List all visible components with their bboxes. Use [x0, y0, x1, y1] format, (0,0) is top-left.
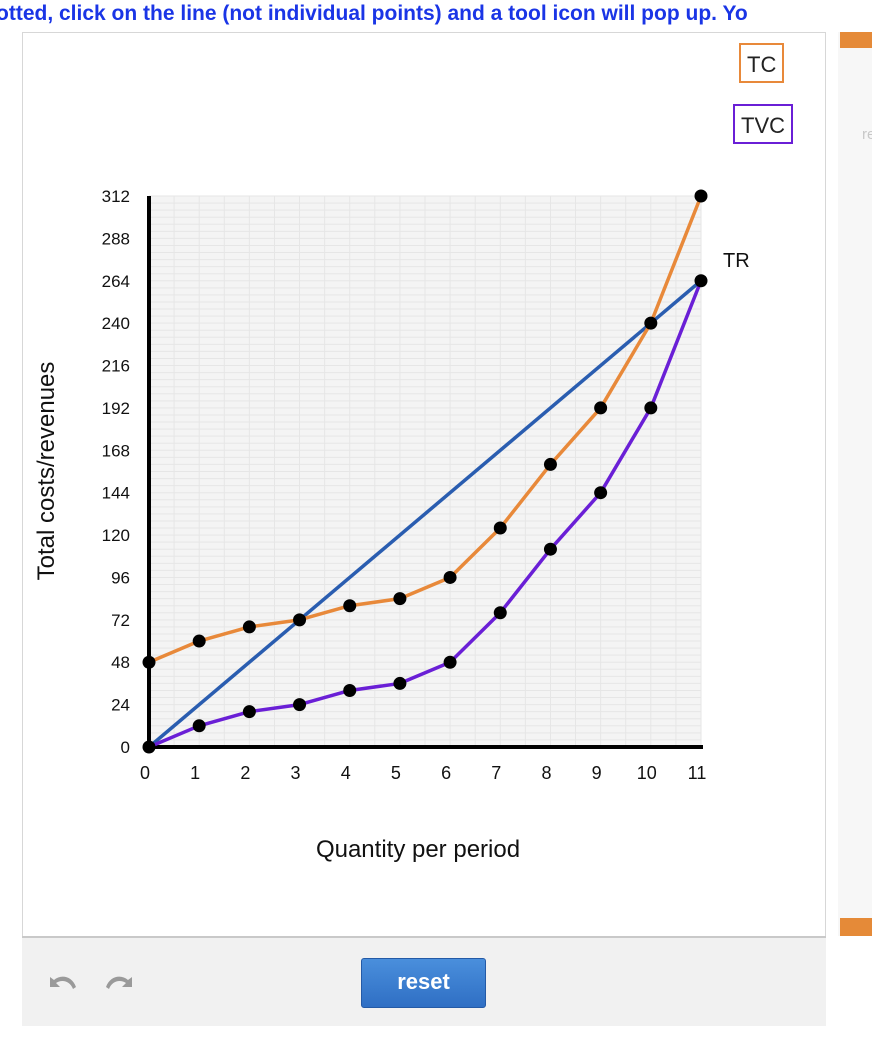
- x-tick-label: 7: [491, 763, 501, 783]
- point-tc[interactable]: [493, 521, 507, 535]
- point-tvc[interactable]: [293, 698, 307, 712]
- y-tick-label: 168: [102, 441, 130, 460]
- tc-tool-button[interactable]: TC: [739, 43, 785, 83]
- tvc-tool-button[interactable]: TVC: [733, 104, 793, 144]
- point-tc[interactable]: [192, 634, 206, 648]
- graph-panel: 0 1 2 3 4 5 6 7 8 9 10 11 0 24 48 72 96 120 144 168 192 216 24…: [22, 32, 826, 938]
- point-tvc[interactable]: [644, 401, 658, 415]
- x-tick-label: 2: [240, 763, 250, 783]
- point-tc[interactable]: [543, 457, 557, 471]
- side-panel-tab-top[interactable]: [840, 32, 872, 48]
- y-tick-label: 96: [111, 568, 130, 587]
- point-tc[interactable]: [644, 316, 658, 330]
- x-tick-label: 9: [592, 763, 602, 783]
- point-tvc[interactable]: [393, 676, 407, 690]
- point-tvc[interactable]: [242, 705, 256, 719]
- point-tvc[interactable]: [142, 740, 156, 754]
- x-tick-label: 8: [541, 763, 551, 783]
- y-tick-label: 192: [102, 399, 130, 418]
- point-tc[interactable]: [393, 592, 407, 606]
- undo-icon[interactable]: [46, 973, 78, 999]
- point-tc[interactable]: [343, 599, 357, 613]
- y-tick-label: 288: [102, 229, 130, 248]
- reset-button[interactable]: reset: [361, 958, 486, 1008]
- x-tick-label: 3: [291, 763, 301, 783]
- point-tc[interactable]: [694, 189, 708, 203]
- x-tick-label: 10: [637, 763, 657, 783]
- y-tick-label: 240: [102, 314, 130, 333]
- point-tc[interactable]: [293, 613, 307, 627]
- tr-line-label: TR: [723, 250, 750, 272]
- x-tick-label: 4: [341, 763, 351, 783]
- series-line-tc[interactable]: [148, 195, 703, 664]
- point-tvc[interactable]: [694, 274, 708, 288]
- y-axis-label: Total costs/revenues: [33, 362, 60, 581]
- x-tick-label: 6: [441, 763, 451, 783]
- point-tvc[interactable]: [543, 542, 557, 556]
- x-tick-label: 0: [140, 763, 150, 783]
- point-tc[interactable]: [242, 620, 256, 634]
- point-tc[interactable]: [594, 401, 608, 415]
- chart[interactable]: 0 1 2 3 4 5 6 7 8 9 10 11 0 24 48 72 96 120 144 168 192 216 24…: [23, 33, 825, 937]
- instruction-text: otted, click on the line (not individual…: [0, 2, 748, 25]
- y-tick-label: 312: [102, 187, 130, 206]
- side-panel-tab-bottom[interactable]: [840, 918, 872, 936]
- x-tick-label: 5: [391, 763, 401, 783]
- point-tc[interactable]: [443, 570, 457, 584]
- redo-icon[interactable]: [104, 973, 136, 999]
- point-tc[interactable]: [142, 655, 156, 669]
- y-tick-label: 216: [102, 357, 130, 376]
- y-tick-label: 120: [102, 526, 130, 545]
- point-tvc[interactable]: [594, 486, 608, 500]
- side-panel-text: re: [862, 126, 872, 143]
- point-tvc[interactable]: [443, 655, 457, 669]
- point-tvc[interactable]: [493, 606, 507, 620]
- y-tick-label: 264: [102, 272, 130, 291]
- side-panel: [838, 32, 872, 936]
- point-tvc[interactable]: [192, 719, 206, 733]
- y-tick-label: 72: [111, 611, 130, 630]
- point-tvc[interactable]: [343, 683, 357, 697]
- series-line-tvc[interactable]: [148, 280, 703, 749]
- y-tick-label: 24: [111, 696, 130, 715]
- y-tick-label: 144: [102, 484, 130, 503]
- x-tick-label: 11: [688, 763, 707, 783]
- y-tick-label: 48: [111, 653, 130, 672]
- x-axis-label: Quantity per period: [316, 836, 520, 863]
- x-tick-label: 1: [190, 763, 200, 783]
- series-line-tr[interactable]: [147, 279, 703, 749]
- y-tick-label: 0: [121, 738, 130, 757]
